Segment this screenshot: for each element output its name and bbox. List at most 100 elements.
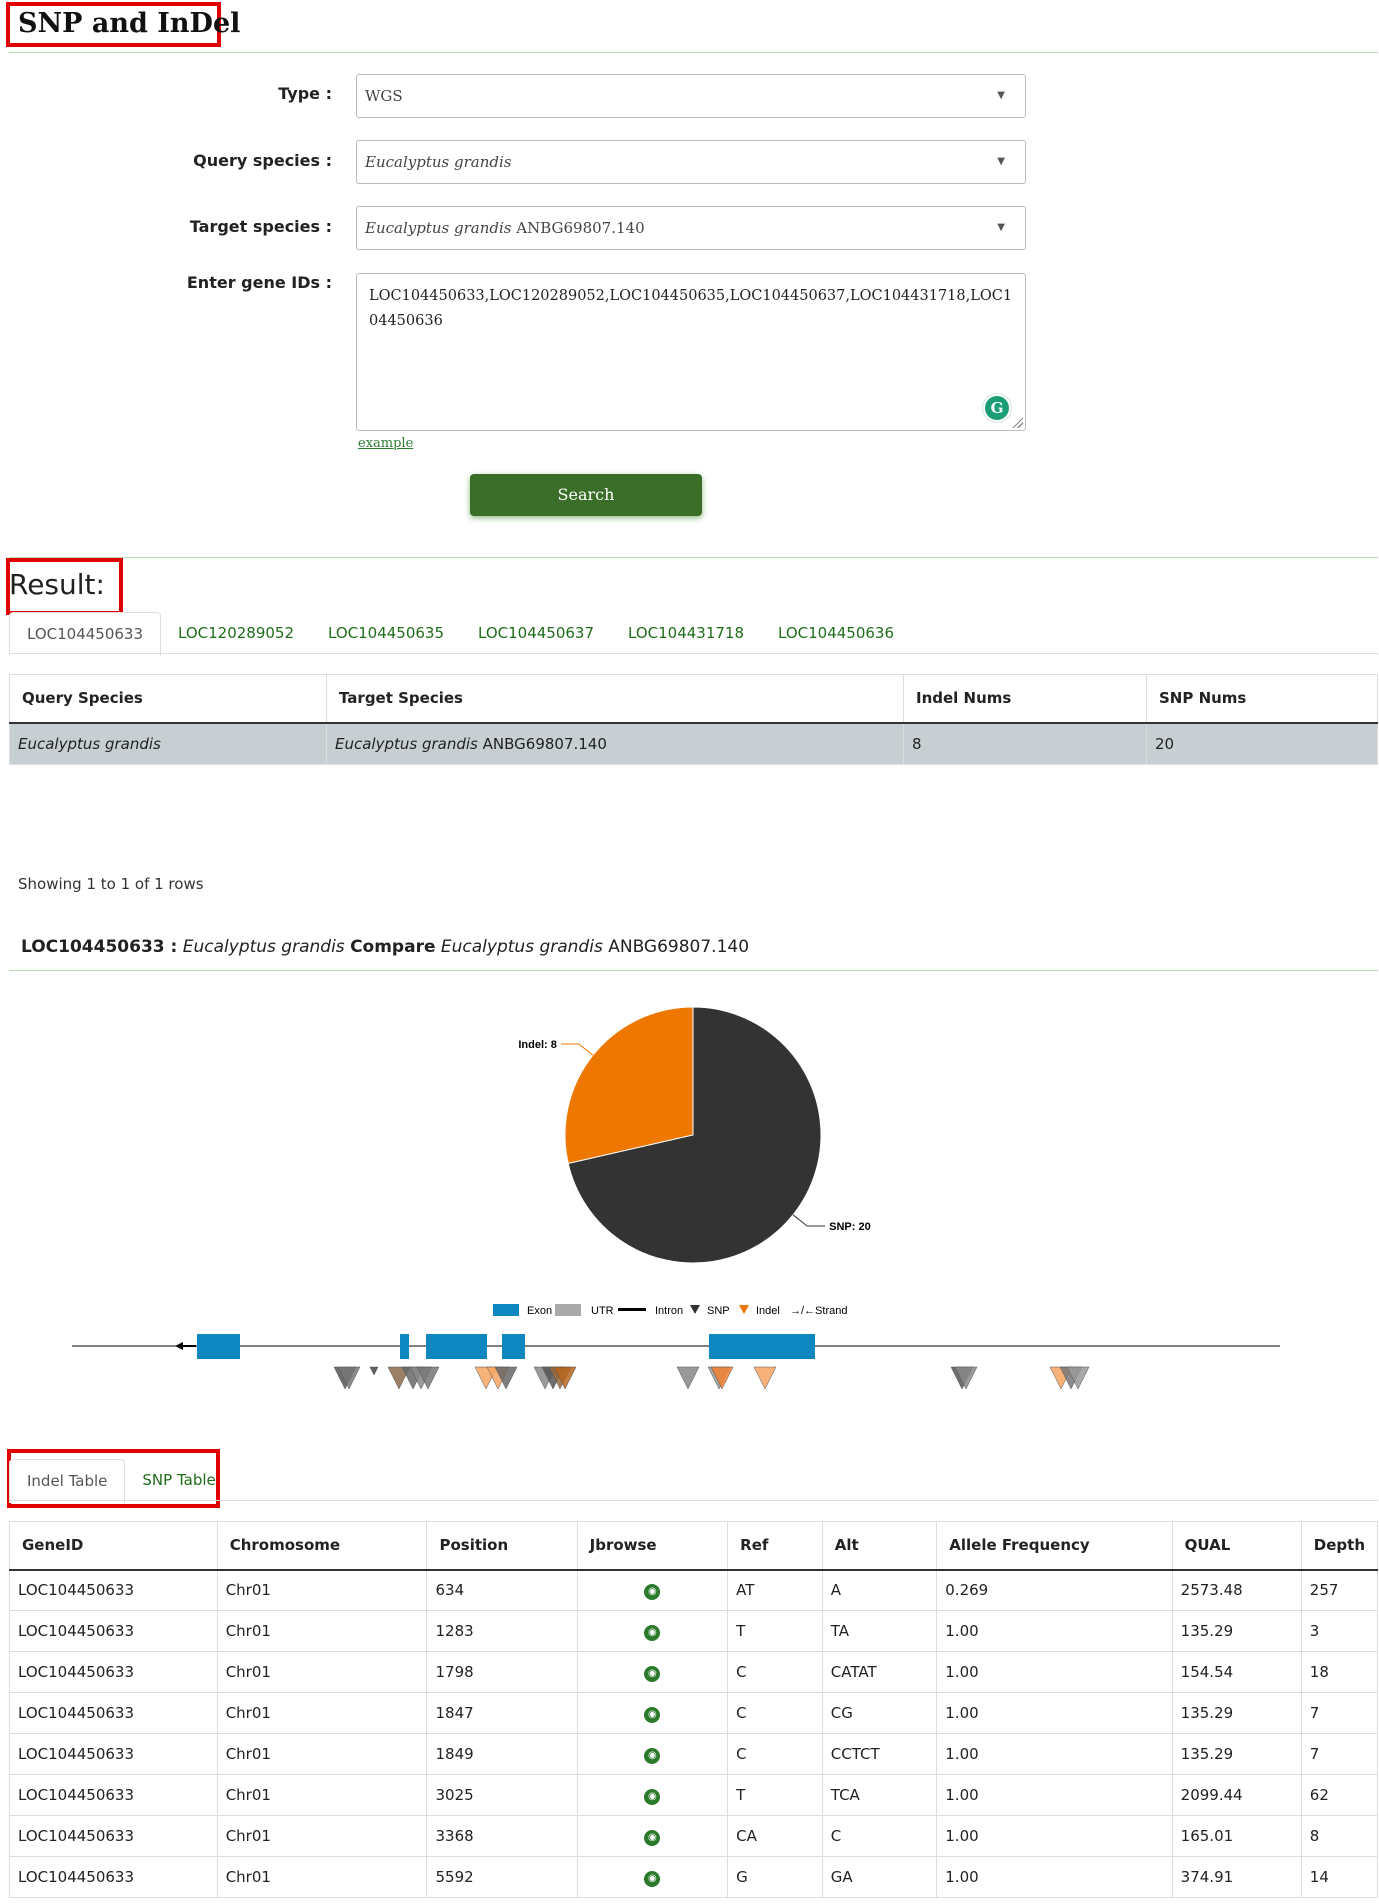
variant-marker[interactable] bbox=[710, 1366, 734, 1390]
indel-cell: T bbox=[727, 1610, 823, 1652]
indel-header-alt[interactable]: Alt bbox=[821, 1521, 938, 1571]
jbrowse-icon[interactable]: ◉ bbox=[644, 1830, 661, 1846]
tab-snp-table[interactable]: SNP Table bbox=[142, 1471, 216, 1489]
variant-tabs: Indel Table SNP Table bbox=[9, 1459, 233, 1503]
target-species-value-italic: Eucalyptus grandis bbox=[365, 219, 512, 237]
summary-target-rest: ANBG69807.140 bbox=[482, 734, 607, 753]
indel-header-qual[interactable]: QUAL bbox=[1171, 1521, 1302, 1571]
compare-gene: LOC104450633 : bbox=[21, 937, 178, 957]
indel-cell: 257 bbox=[1300, 1569, 1379, 1611]
indel-cell: CG bbox=[821, 1692, 938, 1734]
jbrowse-icon[interactable]: ◉ bbox=[644, 1584, 661, 1601]
table-row[interactable]: LOC104450633 Chr01 1798 ◉ C CATAT 1.00 154.54 18 bbox=[9, 1651, 1379, 1693]
variant-marker[interactable] bbox=[337, 1366, 361, 1390]
tab-loc104450635[interactable]: LOC104450635 bbox=[328, 624, 444, 642]
tab-loc104450636[interactable]: LOC104450636 bbox=[778, 624, 894, 642]
variant-marker[interactable] bbox=[1066, 1366, 1090, 1390]
indel-cell: 154.54 bbox=[1171, 1651, 1302, 1693]
indel-cell: 3368 bbox=[426, 1815, 578, 1857]
tab-loc120289052[interactable]: LOC120289052 bbox=[178, 624, 294, 642]
jbrowse-icon[interactable]: ◉ bbox=[644, 1871, 661, 1887]
table-row[interactable]: LOC104450633 Chr01 1849 ◉ C CCTCT 1.00 135.29 7 bbox=[9, 1733, 1379, 1775]
indel-cell: LOC104450633 bbox=[9, 1569, 218, 1611]
search-button[interactable]: Search bbox=[470, 474, 702, 516]
gene-structure-diagram: Exon UTR Intron SNP Indel →/←Strand bbox=[72, 1304, 1280, 1390]
compare-divider bbox=[9, 970, 1378, 971]
exon-block[interactable] bbox=[502, 1334, 525, 1359]
title-highlight-box bbox=[6, 2, 221, 47]
pie-slice-snp[interactable] bbox=[567, 1006, 822, 1264]
jbrowse-cell[interactable]: ◉ bbox=[576, 1733, 729, 1775]
tab-loc104450633[interactable]: LOC104450633 bbox=[9, 612, 161, 656]
query-species-select[interactable]: Eucalyptus grandis ▼ bbox=[356, 140, 1026, 184]
indel-header-geneid[interactable]: GeneID bbox=[9, 1521, 218, 1571]
legend-swatch-snp bbox=[690, 1305, 700, 1314]
jbrowse-cell[interactable]: ◉ bbox=[576, 1856, 729, 1898]
indel-cell: Chr01 bbox=[216, 1610, 428, 1652]
jbrowse-cell[interactable]: ◉ bbox=[576, 1774, 729, 1816]
exon-block[interactable] bbox=[197, 1334, 240, 1359]
table-row[interactable]: LOC104450633 Chr01 634 ◉ AT A 0.269 2573.48 257 bbox=[9, 1569, 1379, 1611]
target-species-select[interactable]: Eucalyptus grandis ANBG69807.140 ▼ bbox=[356, 206, 1026, 250]
table-row[interactable]: LOC104450633 Chr01 5592 ◉ G GA 1.00 374.91 14 bbox=[9, 1856, 1379, 1898]
jbrowse-cell[interactable]: ◉ bbox=[576, 1610, 729, 1652]
variant-marker[interactable] bbox=[494, 1366, 518, 1390]
indel-cell: 135.29 bbox=[1171, 1692, 1302, 1734]
indel-header-position[interactable]: Position bbox=[426, 1521, 578, 1571]
indel-header-chromosome[interactable]: Chromosome bbox=[216, 1521, 428, 1571]
variant-marker[interactable] bbox=[954, 1366, 978, 1390]
indel-cell: CCTCT bbox=[821, 1733, 938, 1775]
indel-cell: 3025 bbox=[426, 1774, 578, 1816]
indel-cell: 1.00 bbox=[936, 1856, 1173, 1898]
table-row[interactable]: LOC104450633 Chr01 3025 ◉ T TCA 1.00 2099.44 62 bbox=[9, 1774, 1379, 1816]
exon-block[interactable] bbox=[400, 1334, 409, 1359]
tab-indel-table[interactable]: Indel Table bbox=[9, 1459, 126, 1503]
jbrowse-cell[interactable]: ◉ bbox=[576, 1651, 729, 1693]
compare-target-rest: ANBG69807.140 bbox=[608, 937, 750, 957]
jbrowse-cell[interactable]: ◉ bbox=[576, 1569, 729, 1611]
indel-cell: LOC104450633 bbox=[9, 1610, 218, 1652]
variant-marker[interactable] bbox=[676, 1366, 700, 1390]
jbrowse-icon[interactable]: ◉ bbox=[644, 1666, 661, 1682]
indel-cell: 14 bbox=[1300, 1856, 1379, 1898]
gene-ids-textarea[interactable]: LOC104450633,LOC120289052,LOC104450635,L… bbox=[356, 273, 1026, 431]
table-row[interactable]: LOC104450633 Chr01 1847 ◉ C CG 1.00 135.29 7 bbox=[9, 1692, 1379, 1734]
exon-block[interactable] bbox=[426, 1334, 487, 1359]
indel-cell: GA bbox=[821, 1856, 938, 1898]
tab-loc104450637[interactable]: LOC104450637 bbox=[478, 624, 594, 642]
tab-loc104431718[interactable]: LOC104431718 bbox=[628, 624, 744, 642]
jbrowse-icon[interactable]: ◉ bbox=[644, 1789, 661, 1805]
jbrowse-icon[interactable]: ◉ bbox=[644, 1707, 661, 1723]
variant-marker[interactable] bbox=[416, 1366, 440, 1390]
table-row[interactable]: LOC104450633 Chr01 1283 ◉ T TA 1.00 135.29 3 bbox=[9, 1610, 1379, 1652]
pie-slice-indel[interactable] bbox=[564, 1006, 694, 1165]
variant-marker[interactable] bbox=[553, 1366, 577, 1390]
legend-label: Indel bbox=[756, 1305, 780, 1317]
gene-ids-label: Enter gene IDs : bbox=[186, 273, 332, 292]
indel-cell: 0.269 bbox=[936, 1569, 1173, 1611]
summary-header-indel: Indel Nums bbox=[903, 674, 1147, 724]
indel-header-allele-frequency[interactable]: Allele Frequency bbox=[936, 1521, 1173, 1571]
variant-marker[interactable] bbox=[753, 1366, 777, 1390]
grammarly-icon[interactable]: G bbox=[985, 396, 1009, 420]
pie-leader-line bbox=[792, 1214, 826, 1227]
jbrowse-icon[interactable]: ◉ bbox=[644, 1625, 661, 1641]
jbrowse-cell[interactable]: ◉ bbox=[576, 1815, 729, 1857]
exon-block[interactable] bbox=[709, 1334, 815, 1359]
type-select-value: WGS bbox=[365, 87, 403, 105]
type-select[interactable]: WGS ▼ bbox=[356, 74, 1026, 118]
table-row[interactable]: Eucalyptus grandis Eucalyptus grandis AN… bbox=[9, 722, 1378, 765]
header-divider bbox=[9, 52, 1378, 53]
variant-marker[interactable] bbox=[369, 1366, 379, 1376]
indel-cell: 1847 bbox=[426, 1692, 578, 1734]
example-link[interactable]: example bbox=[358, 436, 414, 451]
resize-handle-icon[interactable] bbox=[1011, 416, 1023, 428]
jbrowse-cell[interactable]: ◉ bbox=[576, 1692, 729, 1734]
jbrowse-icon[interactable]: ◉ bbox=[644, 1748, 661, 1764]
query-species-label: Query species : bbox=[193, 151, 332, 170]
indel-header-ref[interactable]: Ref bbox=[727, 1521, 823, 1571]
indel-header-jbrowse[interactable]: Jbrowse bbox=[576, 1521, 729, 1571]
indel-header-depth[interactable]: Depth bbox=[1300, 1521, 1379, 1571]
pie-label-indel: Indel: 8 bbox=[518, 1039, 557, 1051]
table-row[interactable]: LOC104450633 Chr01 3368 ◉ CA C 1.00 165.01 8 bbox=[9, 1815, 1379, 1857]
